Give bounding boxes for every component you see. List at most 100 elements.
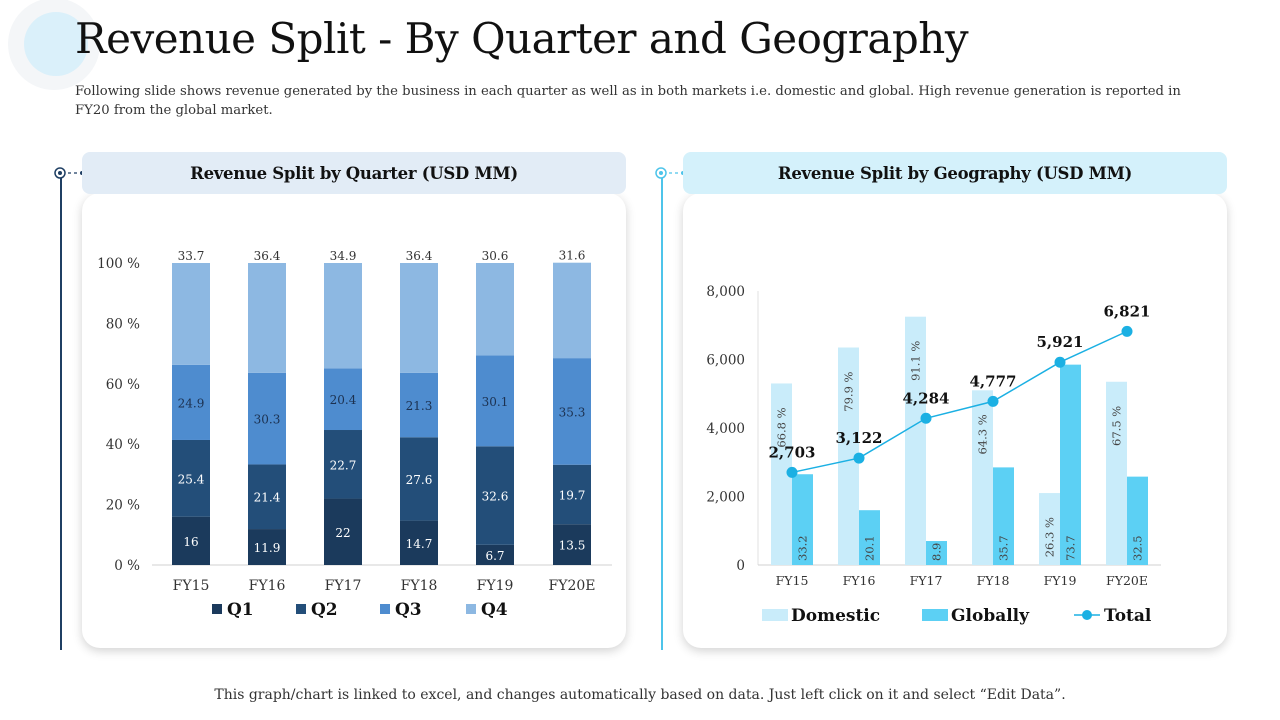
data-label: 6.7 xyxy=(485,549,504,563)
data-label: 24.9 xyxy=(178,396,205,410)
y-tick-label: 0 % xyxy=(114,558,140,574)
x-tick-label: FY19 xyxy=(1044,573,1077,588)
data-label: 36.4 xyxy=(406,249,433,263)
bar-segment-q4 xyxy=(324,263,362,369)
total-point xyxy=(786,466,798,478)
legend-label-q4: Q4 xyxy=(481,600,508,620)
data-label: 25.4 xyxy=(178,472,205,486)
data-label: 31.6 xyxy=(559,249,586,263)
bar-segment-q1 xyxy=(324,498,362,565)
x-tick-label: FY20E xyxy=(549,578,596,594)
total-line xyxy=(791,330,1128,474)
geography-chart: 0 2,000 4,000 6,000 8,000 66.8 % 33.2 FY15 79.9 … xyxy=(706,284,1161,626)
legend-label-globally: Globally xyxy=(951,606,1030,626)
data-label-globally: 73.7 xyxy=(1064,535,1078,561)
bar-segment-q4 xyxy=(476,263,514,356)
bar-segment-q2 xyxy=(324,430,362,499)
total-label: 2,703 xyxy=(769,443,816,461)
x-tick-label: FY20E xyxy=(1106,573,1148,588)
y-tick-label: 100 % xyxy=(97,256,140,272)
total-point xyxy=(853,452,865,464)
legend-swatch-q3 xyxy=(380,604,390,614)
data-label-domestic: 67.5 % xyxy=(1110,406,1124,446)
page-title: Revenue Split - By Quarter and Geography xyxy=(75,14,969,63)
bar-segment-q2 xyxy=(553,464,591,525)
data-label: 22.7 xyxy=(330,458,357,472)
bar-domestic xyxy=(771,383,792,565)
bar-globally xyxy=(993,467,1014,565)
data-label-globally: 20.1 xyxy=(863,535,877,561)
bar-globally xyxy=(1060,364,1081,565)
bar-segment-q3 xyxy=(476,355,514,447)
data-label: 22 xyxy=(335,526,350,540)
page-subtitle: Following slide shows revenue generated … xyxy=(75,84,1181,118)
bar-segment-q4 xyxy=(172,263,210,365)
bar-domestic xyxy=(905,316,926,565)
bar-segment-q3 xyxy=(553,358,591,465)
legend-swatch-q1 xyxy=(212,604,222,614)
bar-domestic xyxy=(838,347,859,565)
x-tick-label: FY15 xyxy=(173,578,210,594)
bar-domestic xyxy=(972,390,993,565)
y-tick-label: 0 xyxy=(736,558,745,574)
bar-segment-q1 xyxy=(400,520,438,565)
bar-segment-q2 xyxy=(248,464,286,530)
bar-globally xyxy=(792,474,813,565)
total-label: 3,122 xyxy=(836,429,883,447)
bar-segment-q1 xyxy=(553,524,591,565)
bar-segment-q2 xyxy=(476,446,514,545)
data-label: 30.6 xyxy=(482,249,509,263)
data-label-globally: 8.9 xyxy=(930,543,944,561)
bar-domestic xyxy=(1106,381,1127,565)
y-tick-label: 60 % xyxy=(106,377,140,393)
bar-segment-q3 xyxy=(172,364,210,440)
x-tick-label: FY18 xyxy=(401,578,438,594)
y-tick-label: 20 % xyxy=(106,498,140,514)
data-label: 35.3 xyxy=(559,405,586,419)
y-tick-label: 80 % xyxy=(106,316,140,332)
data-label-domestic: 26.3 % xyxy=(1043,517,1057,557)
data-label-domestic: 91.1 % xyxy=(909,341,923,381)
bar-segment-q2 xyxy=(172,439,210,517)
y-tick-label: 40 % xyxy=(106,437,140,453)
bar-segment-q3 xyxy=(400,372,438,438)
x-tick-label: FY17 xyxy=(910,573,943,588)
data-label-globally: 32.5 xyxy=(1131,535,1145,561)
data-label: 32.6 xyxy=(482,490,509,504)
legend-swatch-q4 xyxy=(466,604,476,614)
quarter-chart: 0 % 20 % 40 % 60 % 80 % 100 % 16 25.4 24.9 33.7 FY… xyxy=(97,249,612,620)
legend-label-domestic: Domestic xyxy=(791,606,880,626)
data-label-domestic: 79.9 % xyxy=(842,371,856,411)
total-point xyxy=(987,395,999,407)
data-label-domestic: 66.8 % xyxy=(775,407,789,447)
legend-swatch-globally xyxy=(922,609,948,621)
bar-segment-q4 xyxy=(400,263,438,373)
geography-chart-title: Revenue Split by Geography (USD MM) xyxy=(777,163,1133,183)
data-label: 30.3 xyxy=(254,413,281,427)
data-label: 14.7 xyxy=(406,537,433,551)
data-label: 19.7 xyxy=(559,488,586,502)
total-label: 4,777 xyxy=(970,372,1017,390)
y-tick-label: 6,000 xyxy=(706,353,745,369)
legend-swatch-q2 xyxy=(296,604,306,614)
total-label: 5,921 xyxy=(1037,333,1084,351)
total-label: 4,284 xyxy=(903,389,950,407)
bar-segment-q1 xyxy=(476,544,514,565)
data-label: 33.7 xyxy=(178,249,205,263)
y-tick-label: 8,000 xyxy=(706,284,745,300)
bar-domestic xyxy=(1039,493,1060,565)
legend-label-q2: Q2 xyxy=(311,600,338,620)
bar-globally xyxy=(926,541,947,565)
bar-segment-q1 xyxy=(248,529,286,565)
data-label: 16 xyxy=(183,535,198,549)
right-timeline-line xyxy=(661,173,663,650)
data-label: 34.9 xyxy=(330,249,357,263)
x-tick-label: FY15 xyxy=(776,573,809,588)
data-label: 20.4 xyxy=(330,393,357,407)
y-tick-label: 4,000 xyxy=(706,421,745,437)
data-label: 36.4 xyxy=(254,249,281,263)
y-tick-label: 2,000 xyxy=(706,490,745,506)
footer-note: This graph/chart is linked to excel, and… xyxy=(214,687,1066,703)
data-label: 21.3 xyxy=(406,399,433,413)
data-label: 21.4 xyxy=(254,491,281,505)
